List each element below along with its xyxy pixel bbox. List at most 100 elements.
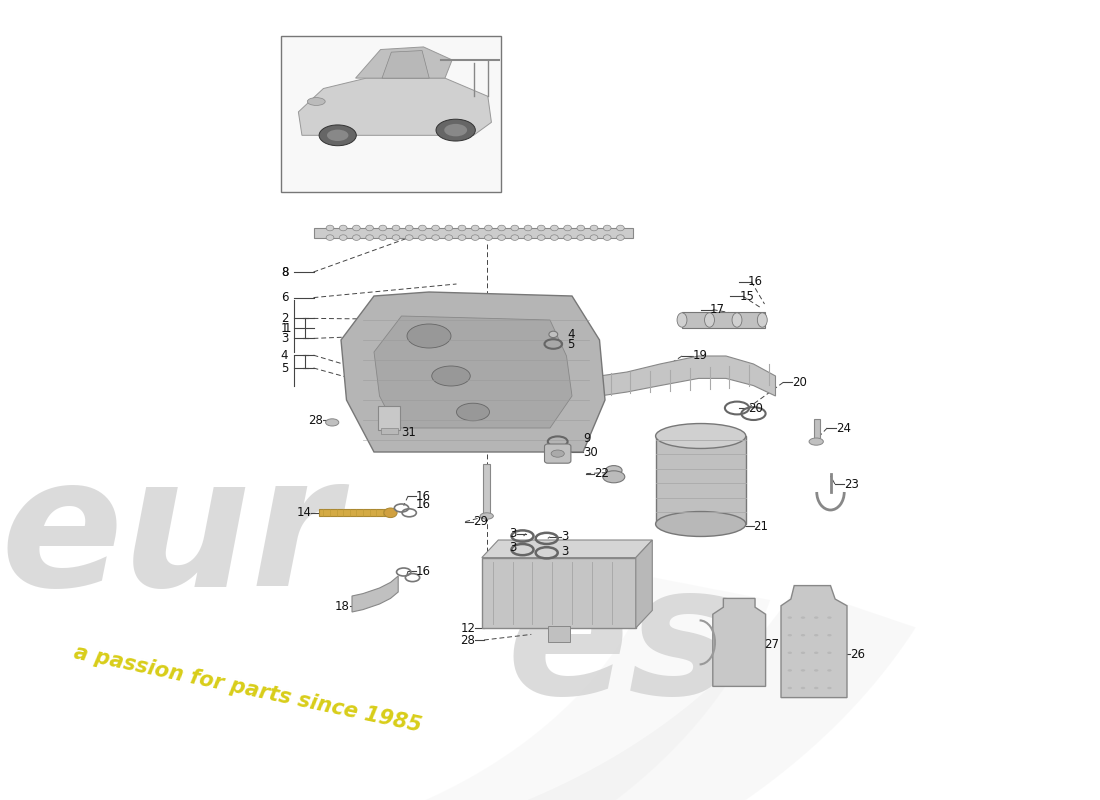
Bar: [656, 436, 746, 524]
Ellipse shape: [788, 686, 792, 689]
Ellipse shape: [459, 226, 466, 230]
Ellipse shape: [459, 235, 466, 240]
Ellipse shape: [419, 235, 427, 240]
Ellipse shape: [733, 313, 741, 327]
Polygon shape: [314, 228, 632, 238]
Ellipse shape: [814, 686, 818, 689]
Text: 20: 20: [792, 376, 807, 389]
Text: 3: 3: [509, 541, 517, 554]
Ellipse shape: [393, 235, 400, 240]
Ellipse shape: [603, 470, 625, 482]
Text: 24: 24: [836, 422, 851, 434]
Polygon shape: [0, 508, 916, 800]
Ellipse shape: [512, 226, 519, 230]
Ellipse shape: [407, 324, 451, 348]
Bar: [548, 626, 570, 642]
Bar: [378, 406, 400, 430]
Ellipse shape: [827, 651, 832, 654]
Ellipse shape: [444, 124, 468, 136]
Ellipse shape: [827, 669, 832, 672]
Text: 22: 22: [594, 467, 609, 480]
Ellipse shape: [617, 226, 625, 230]
Ellipse shape: [551, 450, 564, 458]
Text: 3: 3: [509, 527, 517, 540]
Polygon shape: [600, 356, 775, 396]
Ellipse shape: [656, 423, 746, 449]
Ellipse shape: [788, 669, 792, 672]
Ellipse shape: [456, 403, 490, 421]
Text: 4: 4: [280, 349, 288, 362]
Text: 16: 16: [748, 275, 763, 288]
Text: 17: 17: [710, 303, 725, 316]
Ellipse shape: [591, 226, 598, 230]
Bar: [381, 428, 398, 434]
Text: 28: 28: [460, 634, 475, 646]
Polygon shape: [374, 316, 572, 428]
Ellipse shape: [801, 651, 805, 654]
Text: 9: 9: [583, 432, 591, 445]
Ellipse shape: [538, 226, 546, 230]
Ellipse shape: [405, 226, 414, 230]
Text: 1: 1: [284, 322, 292, 334]
Polygon shape: [341, 292, 605, 452]
Text: 8: 8: [280, 266, 288, 278]
Ellipse shape: [814, 669, 818, 672]
Text: 31: 31: [402, 426, 417, 438]
Text: 6: 6: [280, 291, 288, 304]
Ellipse shape: [393, 226, 400, 230]
Text: 18: 18: [334, 600, 350, 613]
Ellipse shape: [326, 235, 334, 240]
Ellipse shape: [704, 313, 715, 327]
Ellipse shape: [564, 226, 572, 230]
Bar: [319, 509, 390, 516]
Polygon shape: [636, 540, 652, 628]
Ellipse shape: [788, 651, 792, 654]
Ellipse shape: [788, 616, 792, 619]
Ellipse shape: [352, 235, 361, 240]
Ellipse shape: [538, 235, 546, 240]
Text: 21: 21: [754, 520, 769, 533]
Ellipse shape: [549, 331, 558, 338]
Ellipse shape: [436, 119, 475, 141]
Ellipse shape: [432, 235, 440, 240]
Text: 5: 5: [568, 338, 575, 350]
Ellipse shape: [472, 226, 480, 230]
Text: 27: 27: [764, 638, 780, 650]
Text: 3: 3: [561, 545, 569, 558]
Ellipse shape: [307, 98, 326, 106]
Ellipse shape: [512, 235, 519, 240]
Text: 12: 12: [460, 622, 475, 634]
Ellipse shape: [432, 226, 440, 230]
Ellipse shape: [578, 235, 585, 240]
Ellipse shape: [485, 226, 493, 230]
Ellipse shape: [419, 226, 427, 230]
Ellipse shape: [801, 669, 805, 672]
Ellipse shape: [444, 226, 453, 230]
Polygon shape: [0, 578, 770, 800]
Polygon shape: [298, 78, 492, 135]
Ellipse shape: [378, 235, 387, 240]
Bar: [682, 312, 764, 328]
Polygon shape: [713, 598, 766, 686]
Ellipse shape: [606, 466, 623, 475]
Ellipse shape: [319, 125, 356, 146]
Bar: [482, 558, 636, 628]
Text: 4: 4: [568, 328, 575, 341]
Text: 19: 19: [693, 350, 708, 362]
Bar: [484, 464, 491, 516]
Text: 8: 8: [280, 266, 288, 278]
Ellipse shape: [564, 235, 572, 240]
Ellipse shape: [326, 226, 334, 230]
Ellipse shape: [444, 235, 453, 240]
Ellipse shape: [551, 226, 559, 230]
Text: 20: 20: [748, 402, 763, 414]
Ellipse shape: [327, 130, 349, 141]
Ellipse shape: [498, 235, 506, 240]
Ellipse shape: [604, 226, 612, 230]
Ellipse shape: [405, 235, 414, 240]
Ellipse shape: [525, 235, 532, 240]
Ellipse shape: [591, 235, 598, 240]
Text: 26: 26: [850, 648, 866, 661]
Ellipse shape: [788, 634, 792, 637]
Ellipse shape: [384, 508, 397, 518]
